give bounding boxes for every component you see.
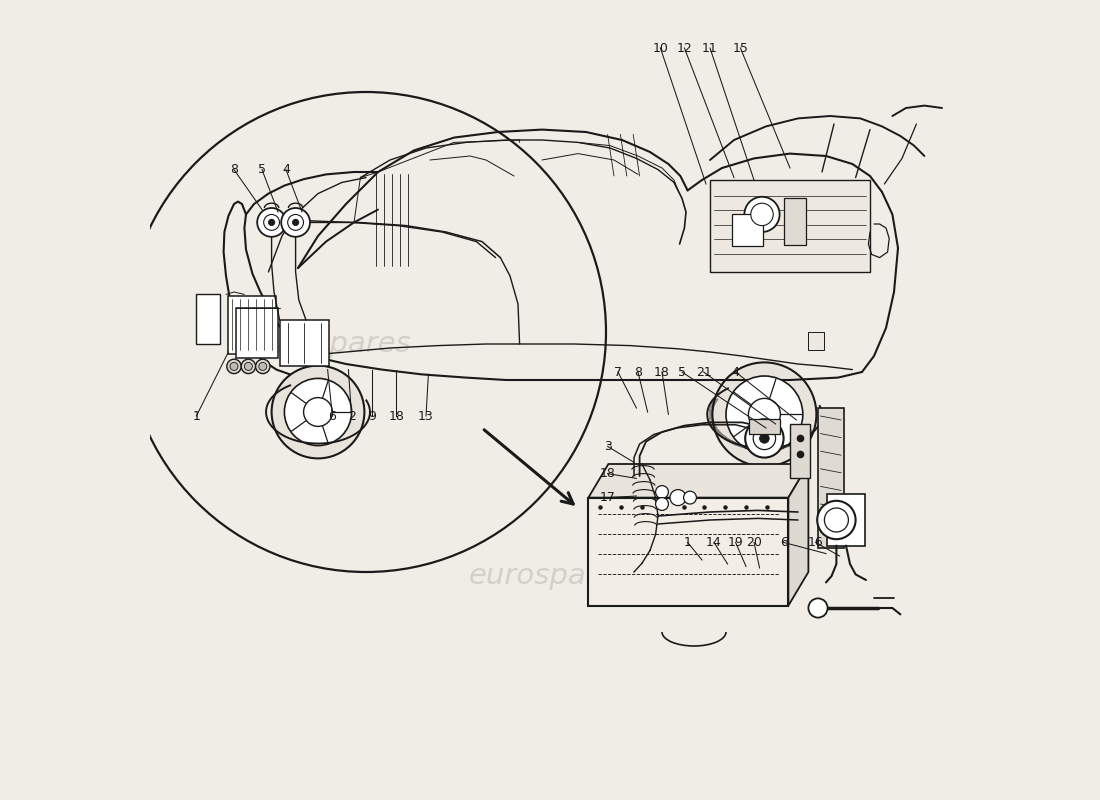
Text: 5: 5 — [678, 366, 686, 378]
Text: 8: 8 — [230, 163, 238, 176]
Circle shape — [268, 219, 275, 226]
Text: 20: 20 — [746, 536, 762, 549]
Text: 2: 2 — [348, 410, 355, 422]
Text: 17: 17 — [600, 491, 616, 504]
Circle shape — [258, 362, 267, 370]
Bar — [588, 498, 789, 606]
Text: 6: 6 — [780, 536, 788, 549]
Text: 4: 4 — [282, 163, 290, 176]
Circle shape — [760, 434, 769, 443]
Circle shape — [285, 378, 352, 446]
Bar — [710, 180, 870, 272]
Circle shape — [257, 208, 286, 237]
Bar — [818, 408, 844, 548]
Circle shape — [745, 419, 783, 458]
Polygon shape — [789, 464, 808, 606]
Text: 19: 19 — [728, 536, 744, 549]
Circle shape — [683, 491, 696, 504]
Bar — [279, 320, 329, 366]
Circle shape — [255, 359, 270, 374]
Circle shape — [304, 398, 332, 426]
Circle shape — [713, 362, 816, 466]
Text: 21: 21 — [695, 366, 712, 378]
Circle shape — [244, 362, 252, 370]
Circle shape — [227, 359, 241, 374]
Circle shape — [670, 490, 686, 506]
Bar — [749, 419, 780, 434]
Bar — [827, 494, 866, 546]
Circle shape — [808, 598, 827, 618]
Text: 15: 15 — [733, 42, 748, 54]
Circle shape — [241, 359, 255, 374]
Text: 6: 6 — [329, 410, 337, 422]
Bar — [229, 296, 276, 354]
Circle shape — [754, 427, 776, 450]
Text: 18: 18 — [600, 467, 616, 480]
Text: 13: 13 — [418, 410, 433, 422]
Text: 5: 5 — [258, 163, 266, 176]
Circle shape — [288, 214, 304, 230]
Circle shape — [264, 214, 279, 230]
Polygon shape — [588, 464, 808, 498]
Bar — [236, 308, 278, 358]
Text: 18: 18 — [388, 410, 405, 422]
Circle shape — [817, 501, 856, 539]
Bar — [197, 294, 220, 344]
Text: 4: 4 — [732, 366, 739, 378]
Text: 14: 14 — [706, 536, 722, 549]
Text: eurospares: eurospares — [469, 562, 631, 590]
Circle shape — [656, 498, 669, 510]
Text: 8: 8 — [634, 366, 642, 378]
Circle shape — [656, 486, 669, 498]
Text: 10: 10 — [652, 42, 669, 54]
Bar — [807, 332, 824, 350]
Text: 7: 7 — [614, 366, 622, 378]
Text: 1: 1 — [684, 536, 692, 549]
Circle shape — [824, 508, 848, 532]
Circle shape — [745, 197, 780, 232]
Circle shape — [230, 362, 238, 370]
Bar — [790, 424, 810, 478]
Text: 12: 12 — [676, 42, 692, 54]
Text: 16: 16 — [807, 536, 824, 549]
Text: 11: 11 — [702, 42, 718, 54]
Circle shape — [726, 376, 803, 453]
Bar — [733, 214, 762, 246]
Circle shape — [748, 398, 780, 430]
Circle shape — [751, 203, 773, 226]
Bar — [783, 198, 806, 245]
Text: 9: 9 — [368, 410, 376, 422]
Text: 18: 18 — [654, 366, 670, 378]
Text: 1: 1 — [192, 410, 200, 422]
Circle shape — [272, 366, 364, 458]
Circle shape — [293, 219, 299, 226]
Text: eurospares: eurospares — [249, 330, 411, 358]
Circle shape — [282, 208, 310, 237]
Text: 3: 3 — [604, 440, 612, 453]
